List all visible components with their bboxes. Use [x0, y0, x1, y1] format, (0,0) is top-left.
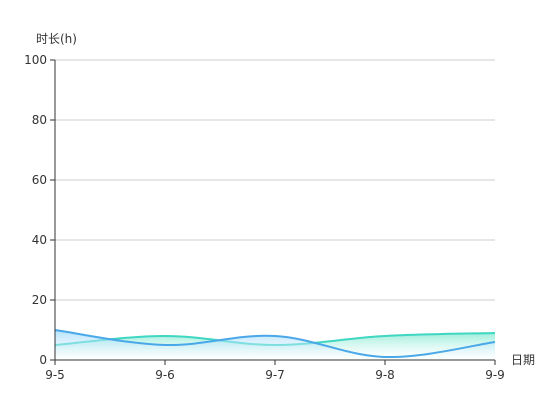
y-tick-label-2: 40 — [32, 233, 47, 247]
series-1-line — [54, 329, 496, 359]
y-tick-label-3: 60 — [32, 173, 47, 187]
y-tick-label-1: 20 — [32, 293, 47, 307]
series-group — [54, 329, 496, 360]
x-tick-label-2: 9-7 — [265, 368, 285, 382]
x-tick-label-1: 9-6 — [155, 368, 175, 382]
series-1-area — [55, 330, 495, 360]
y-tick-label-0: 0 — [39, 353, 47, 367]
y-tick-label-4: 80 — [32, 113, 47, 127]
x-tick-label-3: 9-8 — [375, 368, 395, 382]
x-tick-label-4: 9-9 — [485, 368, 505, 382]
axes: 0 20 40 60 80 100 9-5 9-6 9-7 9-8 9-9 — [24, 53, 505, 382]
y-axis-title: 时长(h) — [36, 32, 77, 46]
x-axis-title: 日期 — [511, 353, 535, 367]
x-tick-label-0: 9-5 — [45, 368, 65, 382]
grid-lines — [55, 59, 495, 301]
y-tick-label-5: 100 — [24, 53, 47, 67]
